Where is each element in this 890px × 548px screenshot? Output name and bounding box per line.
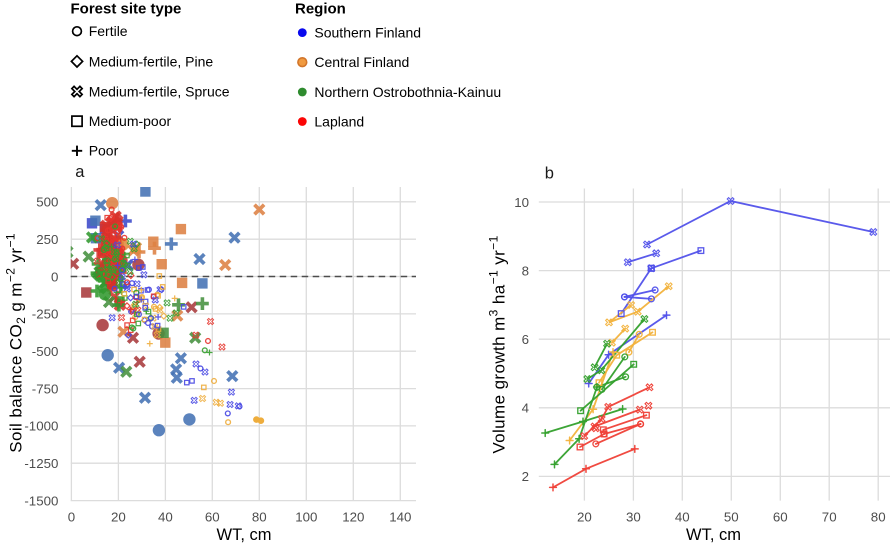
svg-text:Central Finland: Central Finland (314, 54, 409, 70)
svg-text:250: 250 (36, 232, 58, 247)
svg-text:Region: Region (295, 0, 346, 17)
svg-text:Southern Finland: Southern Finland (314, 25, 421, 41)
svg-text:-250: -250 (32, 307, 59, 322)
svg-text:b: b (545, 165, 554, 183)
svg-text:6: 6 (522, 332, 529, 347)
svg-text:Forest site type: Forest site type (71, 0, 182, 17)
svg-text:4: 4 (522, 401, 529, 416)
svg-text:10: 10 (514, 195, 529, 210)
svg-text:20: 20 (577, 510, 592, 525)
svg-text:70: 70 (822, 510, 837, 525)
svg-text:Lapland: Lapland (314, 113, 364, 129)
svg-text:100: 100 (295, 510, 317, 525)
svg-text:-1000: -1000 (24, 419, 58, 434)
svg-text:8: 8 (522, 263, 529, 278)
svg-text:WT, cm: WT, cm (686, 526, 741, 543)
svg-text:60: 60 (773, 510, 788, 525)
svg-text:60: 60 (205, 510, 220, 525)
svg-text:2: 2 (522, 469, 529, 484)
svg-text:40: 40 (675, 510, 690, 525)
svg-text:20: 20 (111, 510, 126, 525)
svg-text:50: 50 (724, 510, 739, 525)
svg-text:-500: -500 (32, 344, 59, 359)
svg-text:0: 0 (51, 269, 58, 284)
svg-text:40: 40 (158, 510, 173, 525)
svg-text:Soil balance CO2 g m−2 yr−1: Soil balance CO2 g m−2 yr−1 (4, 233, 29, 453)
svg-text:-1250: -1250 (24, 456, 58, 471)
svg-text:Fertile: Fertile (89, 23, 128, 39)
svg-text:a: a (75, 163, 85, 181)
svg-text:Northern Ostrobothnia-Kainuu: Northern Ostrobothnia-Kainuu (314, 84, 501, 100)
svg-text:0: 0 (68, 510, 75, 525)
svg-text:Medium-fertile, Pine: Medium-fertile, Pine (89, 53, 214, 69)
svg-text:Volume growth m3 ha−1 yr−1: Volume growth m3 ha−1 yr−1 (487, 235, 509, 453)
svg-text:30: 30 (626, 510, 641, 525)
svg-text:Medium-poor: Medium-poor (89, 113, 172, 129)
svg-text:-1500: -1500 (24, 493, 58, 508)
svg-text:WT, cm: WT, cm (217, 526, 272, 543)
svg-text:Poor: Poor (89, 143, 119, 159)
svg-text:Medium-fertile, Spruce: Medium-fertile, Spruce (89, 83, 230, 99)
svg-text:140: 140 (389, 510, 411, 525)
svg-text:80: 80 (252, 510, 267, 525)
svg-text:120: 120 (342, 510, 364, 525)
svg-text:-750: -750 (32, 381, 59, 396)
svg-text:80: 80 (871, 510, 886, 525)
svg-text:500: 500 (36, 195, 58, 210)
